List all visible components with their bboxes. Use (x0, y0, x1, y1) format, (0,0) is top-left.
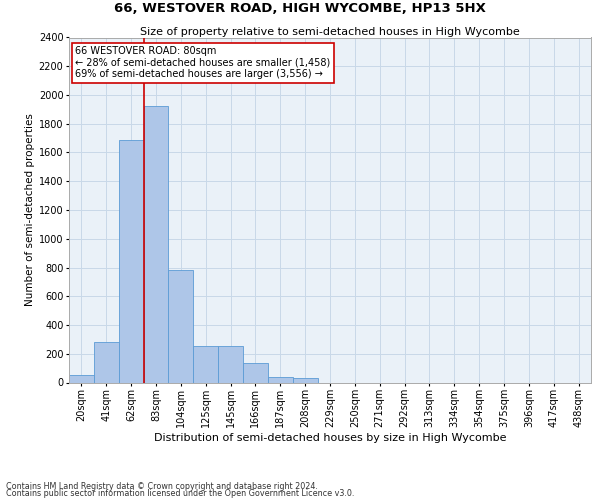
X-axis label: Distribution of semi-detached houses by size in High Wycombe: Distribution of semi-detached houses by … (154, 433, 506, 443)
Text: Contains public sector information licensed under the Open Government Licence v3: Contains public sector information licen… (6, 489, 355, 498)
Bar (268, 378, 293, 382)
Bar (143, 106, 169, 382)
Bar (94, 342, 119, 382)
Text: 66 WESTOVER ROAD: 80sqm
← 28% of semi-detached houses are smaller (1,458)
69% of: 66 WESTOVER ROAD: 80sqm ← 28% of semi-de… (75, 46, 331, 80)
Y-axis label: Number of semi-detached properties: Number of semi-detached properties (25, 114, 35, 306)
Bar (193, 346, 218, 383)
Bar (293, 378, 317, 382)
Bar (119, 140, 143, 382)
Title: Size of property relative to semi-detached houses in High Wycombe: Size of property relative to semi-detach… (140, 26, 520, 36)
Bar (169, 270, 193, 382)
Bar (243, 363, 268, 382)
Text: 66, WESTOVER ROAD, HIGH WYCOMBE, HP13 5HX: 66, WESTOVER ROAD, HIGH WYCOMBE, HP13 5H… (114, 2, 486, 16)
Bar (218, 346, 243, 383)
Text: Contains HM Land Registry data © Crown copyright and database right 2024.: Contains HM Land Registry data © Crown c… (6, 482, 318, 491)
Bar (69, 374, 94, 382)
